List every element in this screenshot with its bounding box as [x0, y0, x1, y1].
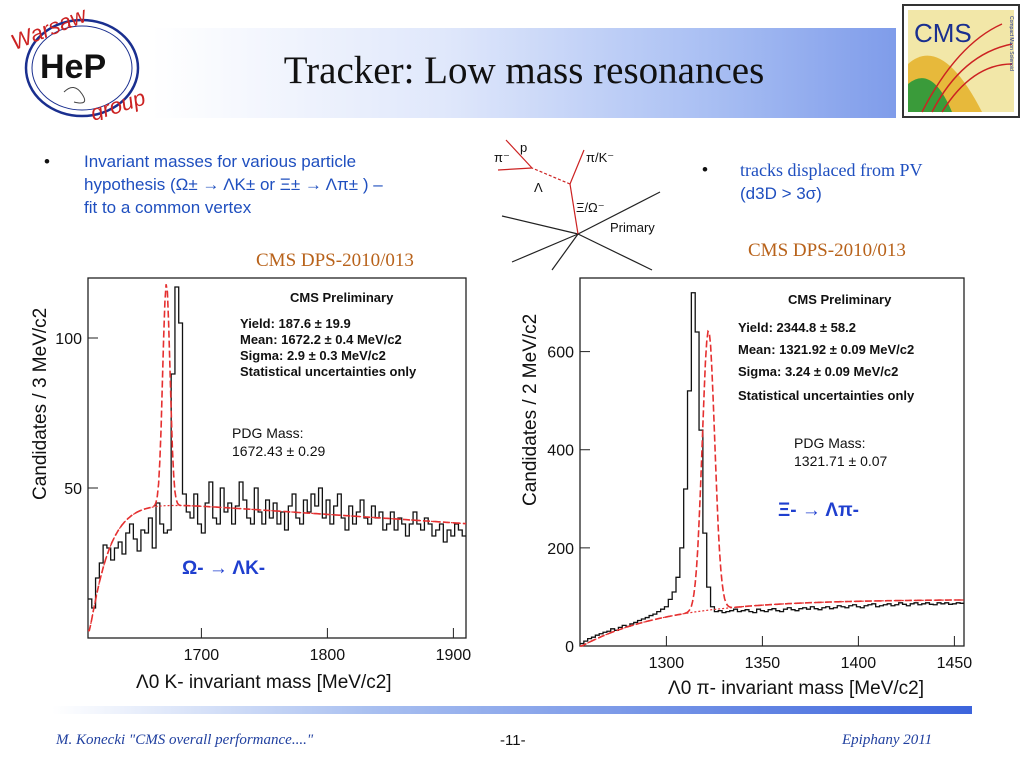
- page-number: -11-: [500, 732, 526, 749]
- diagram-label-pik: π/K⁻: [586, 150, 614, 165]
- stats-note: Statistical uncertainties only: [738, 388, 915, 403]
- logo-warsaw-text: Warsaw: [7, 2, 92, 55]
- x-axis-label: Λ0 π- invariant mass [MeV/c2]: [668, 678, 924, 699]
- page-title: Tracker: Low mass resonances: [283, 49, 765, 92]
- x-axis-label: Λ0 K- invariant mass [MeV/c2]: [136, 672, 392, 693]
- stats-note: Statistical uncertainties only: [240, 364, 417, 379]
- stats-box: CMS Preliminary Yield: 2344.8 ± 58.2 Mea…: [738, 292, 915, 403]
- stats-sigma: Sigma: 2.9 ± 0.3 MeV/c2: [240, 348, 386, 363]
- bullet-left-line1: Invariant masses for various particle: [84, 152, 357, 171]
- logo-group-text: group: [87, 85, 148, 120]
- omega-mass-chart: 1700 1800 1900 50 100 CMS Preliminary Yield:…: [30, 277, 472, 693]
- x-tick-label: 1800: [310, 647, 346, 664]
- hep-logo: Warsaw HeP group: [7, 2, 148, 120]
- chart-frame: [87, 277, 467, 639]
- bullet-right-line2: (d3D > 3σ): [740, 184, 822, 203]
- x-tick-label: 1900: [436, 647, 472, 664]
- chart-frame: [579, 277, 965, 647]
- x-tick-label: 1400: [841, 655, 877, 672]
- stats-mean: Mean: 1321.92 ± 0.09 MeV/c2: [738, 342, 914, 357]
- x-tick-label: 1450: [937, 655, 973, 672]
- x-tick-label: 1300: [649, 655, 685, 672]
- cms-logo: CMS Compact Muon Solenoid: [902, 4, 1020, 118]
- bullet-right-dot: •: [702, 160, 708, 179]
- y-tick-label: 50: [64, 481, 82, 498]
- cms-logo-subtext: Compact Muon Solenoid: [1008, 16, 1014, 71]
- background-curve: [580, 599, 965, 647]
- x-tick-label: 1700: [184, 647, 220, 664]
- stats-yield: Yield: 2344.8 ± 58.2: [738, 320, 856, 335]
- pdg-mass-label: PDG Mass:: [232, 425, 304, 441]
- xi-mass-chart: 1300 1350 1400 1450 0 200 400 600 CMS Prelimina…: [520, 277, 973, 699]
- stats-mean: Mean: 1672.2 ± 0.4 MeV/c2: [240, 332, 402, 347]
- histogram-line: [88, 286, 466, 609]
- diagram-label-lambda: Λ: [534, 180, 543, 195]
- background-curve: [87, 504, 466, 632]
- diagram-label-p: p: [520, 140, 527, 155]
- bullet-left-line3: fit to a common vertex: [84, 198, 252, 217]
- diagram-label-xi: Ξ/Ω⁻: [576, 200, 605, 215]
- histogram-line: [580, 292, 964, 645]
- decay-label: Ξ- → Λπ-: [778, 500, 859, 521]
- y-axis-label: Candidates / 2 MeV/c2: [520, 314, 541, 506]
- bullet-right-line1: tracks displaced from PV: [740, 160, 923, 180]
- ref-left: CMS DPS-2010/013: [256, 250, 414, 271]
- decay-label: Ω- → ΛK-: [182, 558, 265, 579]
- stats-sigma: Sigma: 3.24 ± 0.09 MeV/c2: [738, 364, 898, 379]
- diagram-label-pi: π⁻: [494, 150, 510, 165]
- bullet-left-dot: •: [44, 152, 50, 171]
- diagram-label-primary: Primary: [610, 220, 655, 235]
- y-tick-label: 200: [547, 541, 574, 558]
- footer-bar: [52, 706, 972, 714]
- bullet-left-line2: hypothesis (Ω± → ΛK± or Ξ± → Λπ± ) –: [84, 175, 383, 194]
- y-tick-label: 600: [547, 345, 574, 362]
- stats-box-title: CMS Preliminary: [290, 290, 394, 305]
- ref-right: CMS DPS-2010/013: [748, 240, 906, 261]
- logo-hep-text: HeP: [40, 48, 106, 86]
- footer-author: M. Konecki "CMS overall performance....": [56, 732, 314, 748]
- title-bar: [152, 28, 896, 118]
- stats-box-title: CMS Preliminary: [788, 292, 892, 307]
- bullet-left: Invariant masses for various particle hy…: [84, 150, 484, 219]
- y-axis-label: Candidates / 3 MeV/c2: [30, 308, 51, 500]
- x-tick-label: 1350: [745, 655, 781, 672]
- stats-yield: Yield: 187.6 ± 19.9: [240, 316, 351, 331]
- y-tick-label: 100: [55, 331, 82, 348]
- cms-logo-text: CMS: [914, 18, 972, 48]
- decay-diagram: p π⁻ π/K⁻ Λ Ξ/Ω⁻ Primary: [494, 139, 661, 271]
- y-tick-label: 400: [547, 443, 574, 460]
- pdg-mass-value: 1672.43 ± 0.29: [232, 443, 326, 459]
- fit-curve: [580, 329, 965, 647]
- y-tick-label: 0: [565, 639, 574, 656]
- footer-event: Epiphany 2011: [842, 732, 933, 748]
- pdg-mass-value: 1321.71 ± 0.07: [794, 453, 888, 469]
- pdg-mass-label: PDG Mass:: [794, 435, 866, 451]
- bullet-right: tracks displaced from PV (d3D > 3σ): [740, 158, 980, 206]
- stats-box: CMS Preliminary Yield: 187.6 ± 19.9 Mean…: [240, 290, 417, 379]
